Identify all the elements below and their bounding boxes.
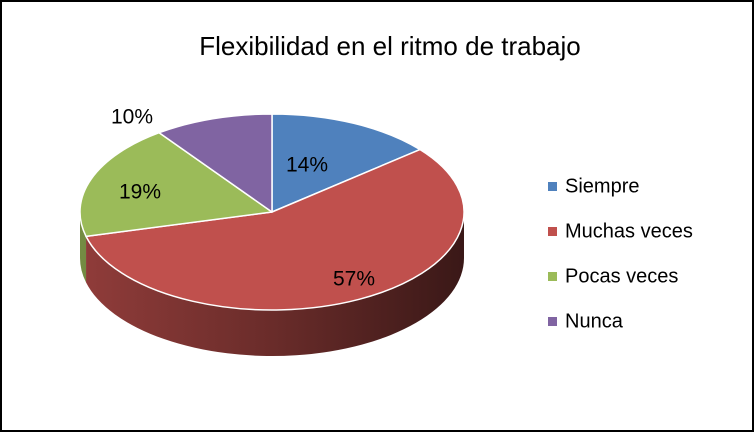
legend-label: Muchas veces	[565, 220, 693, 242]
legend-swatch	[548, 227, 557, 236]
legend-label: Siempre	[565, 175, 639, 197]
data-label: 57%	[333, 268, 375, 291]
pie-side	[86, 212, 464, 357]
data-label: 19%	[119, 181, 161, 204]
chart-title: Flexibilidad en el ritmo de trabajo	[199, 31, 581, 61]
legend-swatch	[548, 317, 557, 326]
pie-slice	[271, 113, 421, 213]
data-label: 10%	[111, 106, 153, 129]
legend-swatch	[548, 272, 557, 281]
legend-label: Nunca	[565, 310, 624, 332]
pie-slice	[79, 131, 273, 238]
pie-slice	[85, 148, 465, 311]
legend-label: Pocas veces	[565, 265, 678, 287]
pie-side	[80, 212, 87, 283]
pie-slice	[158, 113, 273, 213]
legend-swatch	[548, 182, 557, 191]
data-label: 14%	[286, 154, 328, 177]
